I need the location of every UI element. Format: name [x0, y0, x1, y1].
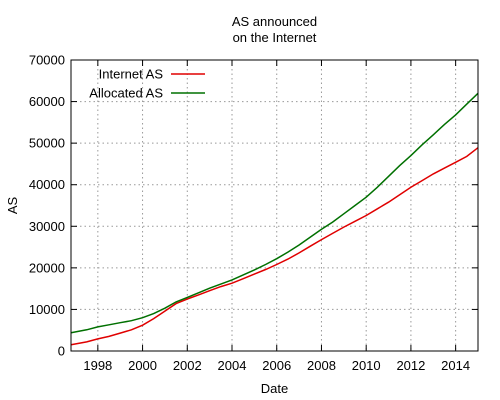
- legend-label-internet-as: Internet AS: [99, 67, 164, 82]
- x-tick-label: 2002: [173, 358, 202, 373]
- x-tick-label: 2014: [441, 358, 470, 373]
- x-axis-title: Date: [261, 381, 288, 396]
- y-axis-title: AS: [5, 197, 20, 215]
- x-tick-label: 2006: [262, 358, 291, 373]
- y-tick-label: 70000: [29, 53, 65, 68]
- x-tick-label: 2010: [352, 358, 381, 373]
- series-layer: [70, 92, 479, 346]
- y-tick-label: 0: [58, 344, 65, 359]
- y-tick-label: 60000: [29, 94, 65, 109]
- y-tick-label: 50000: [29, 136, 65, 151]
- y-tick-label: 10000: [29, 302, 65, 317]
- legend: Internet AS Allocated AS: [89, 67, 205, 101]
- legend-label-allocated-as: Allocated AS: [89, 86, 163, 101]
- x-tick-label: 1998: [83, 358, 112, 373]
- chart-title-line-2: on the Internet: [233, 30, 317, 45]
- x-tick-label: 2004: [218, 358, 247, 373]
- x-tick-label: 2000: [128, 358, 157, 373]
- y-tick-label: 40000: [29, 177, 65, 192]
- plot-frame: [70, 59, 479, 352]
- ticks-layer: 0 10000 20000 30000 40000 50000 60000 70000 1998…: [29, 53, 478, 373]
- x-tick-label: 2008: [307, 358, 336, 373]
- chart-title-line-1: AS announced: [232, 14, 317, 29]
- series-line-allocated-as: [70, 92, 479, 334]
- grid-layer: [71, 60, 478, 351]
- y-tick-label: 20000: [29, 260, 65, 275]
- x-tick-label: 2012: [396, 358, 425, 373]
- y-tick-label: 30000: [29, 219, 65, 234]
- series-line-internet-as: [70, 147, 479, 346]
